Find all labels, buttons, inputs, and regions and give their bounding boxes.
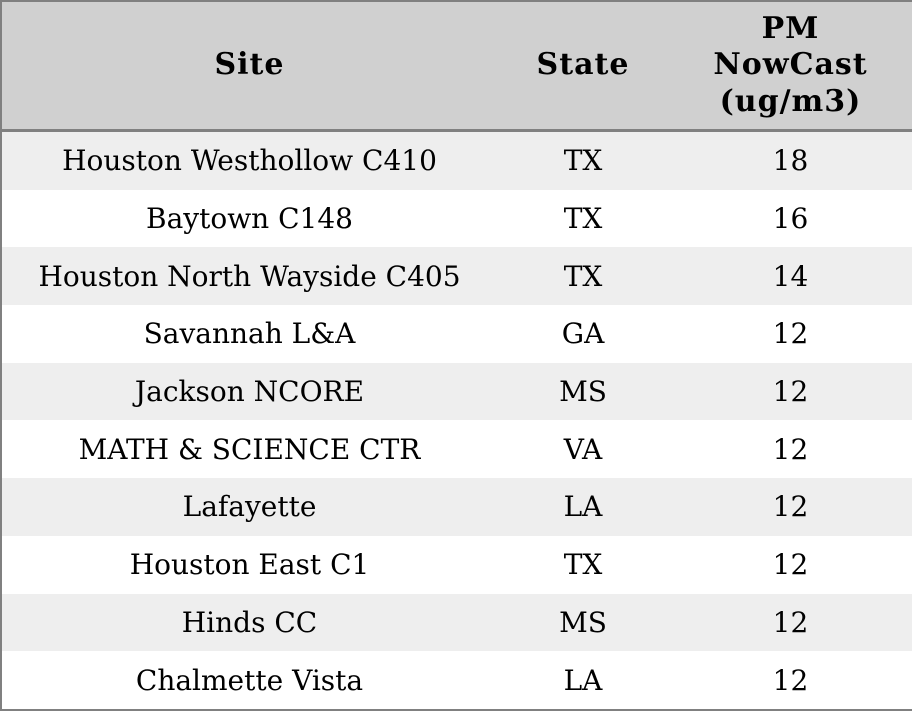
pm-nowcast-cell: 12 xyxy=(772,605,809,639)
state-cell: GA xyxy=(561,317,605,351)
pm-nowcast-cell: 12 xyxy=(772,375,809,409)
state-cell: TX xyxy=(563,202,603,236)
table-row: Hinds CC MS 12 xyxy=(1,593,912,652)
table-row: Houston North Wayside C405 TX 14 xyxy=(1,247,912,306)
table-header: Site State PM NowCast (ug/m3) xyxy=(1,1,912,132)
site-cell: Savannah L&A xyxy=(143,317,356,351)
table-row: Savannah L&A GA 12 xyxy=(1,305,912,363)
table-row: Jackson NCORE MS 12 xyxy=(1,362,912,421)
pm-nowcast-cell: 16 xyxy=(772,202,809,236)
state-cell: TX xyxy=(563,548,603,582)
table-row: Chalmette Vista LA 12 xyxy=(1,651,912,710)
table-row: Houston East C1 TX 12 xyxy=(1,535,912,594)
table-row: MATH & SCIENCE CTR VA 12 xyxy=(1,420,912,479)
table-row: Houston Westhollow C410 TX 18 xyxy=(1,130,912,190)
table-row: Lafayette LA 12 xyxy=(1,478,912,536)
column-header-pm-nowcast: PM NowCast (ug/m3) xyxy=(669,1,912,132)
pm-nowcast-cell: 12 xyxy=(772,432,809,466)
state-cell: VA xyxy=(563,432,603,466)
pm-nowcast-cell: 12 xyxy=(772,548,809,582)
state-cell: TX xyxy=(563,144,603,178)
site-cell: Houston North Wayside C405 xyxy=(38,259,461,293)
table-body: Houston Westhollow C410 TX 18 Baytown C1… xyxy=(1,130,912,710)
pm-nowcast-cell: 12 xyxy=(772,317,809,351)
table-row: Baytown C148 TX 16 xyxy=(1,189,912,248)
state-cell: LA xyxy=(563,490,603,524)
pm-nowcast-cell: 14 xyxy=(772,259,809,293)
site-cell: Jackson NCORE xyxy=(134,375,365,409)
pm-nowcast-cell: 12 xyxy=(772,663,809,697)
site-cell: MATH & SCIENCE CTR xyxy=(78,432,421,466)
site-cell: Lafayette xyxy=(182,490,317,524)
header-row: Site State PM NowCast (ug/m3) xyxy=(1,1,912,132)
site-cell: Hinds CC xyxy=(181,605,318,639)
column-header-site: Site xyxy=(1,1,497,132)
pm-nowcast-cell: 18 xyxy=(772,144,809,178)
state-cell: TX xyxy=(563,259,603,293)
state-cell: LA xyxy=(563,663,603,697)
site-cell: Houston Westhollow C410 xyxy=(62,144,437,178)
column-header-state: State xyxy=(497,1,669,132)
state-cell: MS xyxy=(559,605,607,639)
state-cell: MS xyxy=(559,375,607,409)
site-cell: Houston East C1 xyxy=(129,548,370,582)
site-cell: Baytown C148 xyxy=(146,202,353,236)
pm-nowcast-cell: 12 xyxy=(772,490,809,524)
site-cell: Chalmette Vista xyxy=(135,663,364,697)
